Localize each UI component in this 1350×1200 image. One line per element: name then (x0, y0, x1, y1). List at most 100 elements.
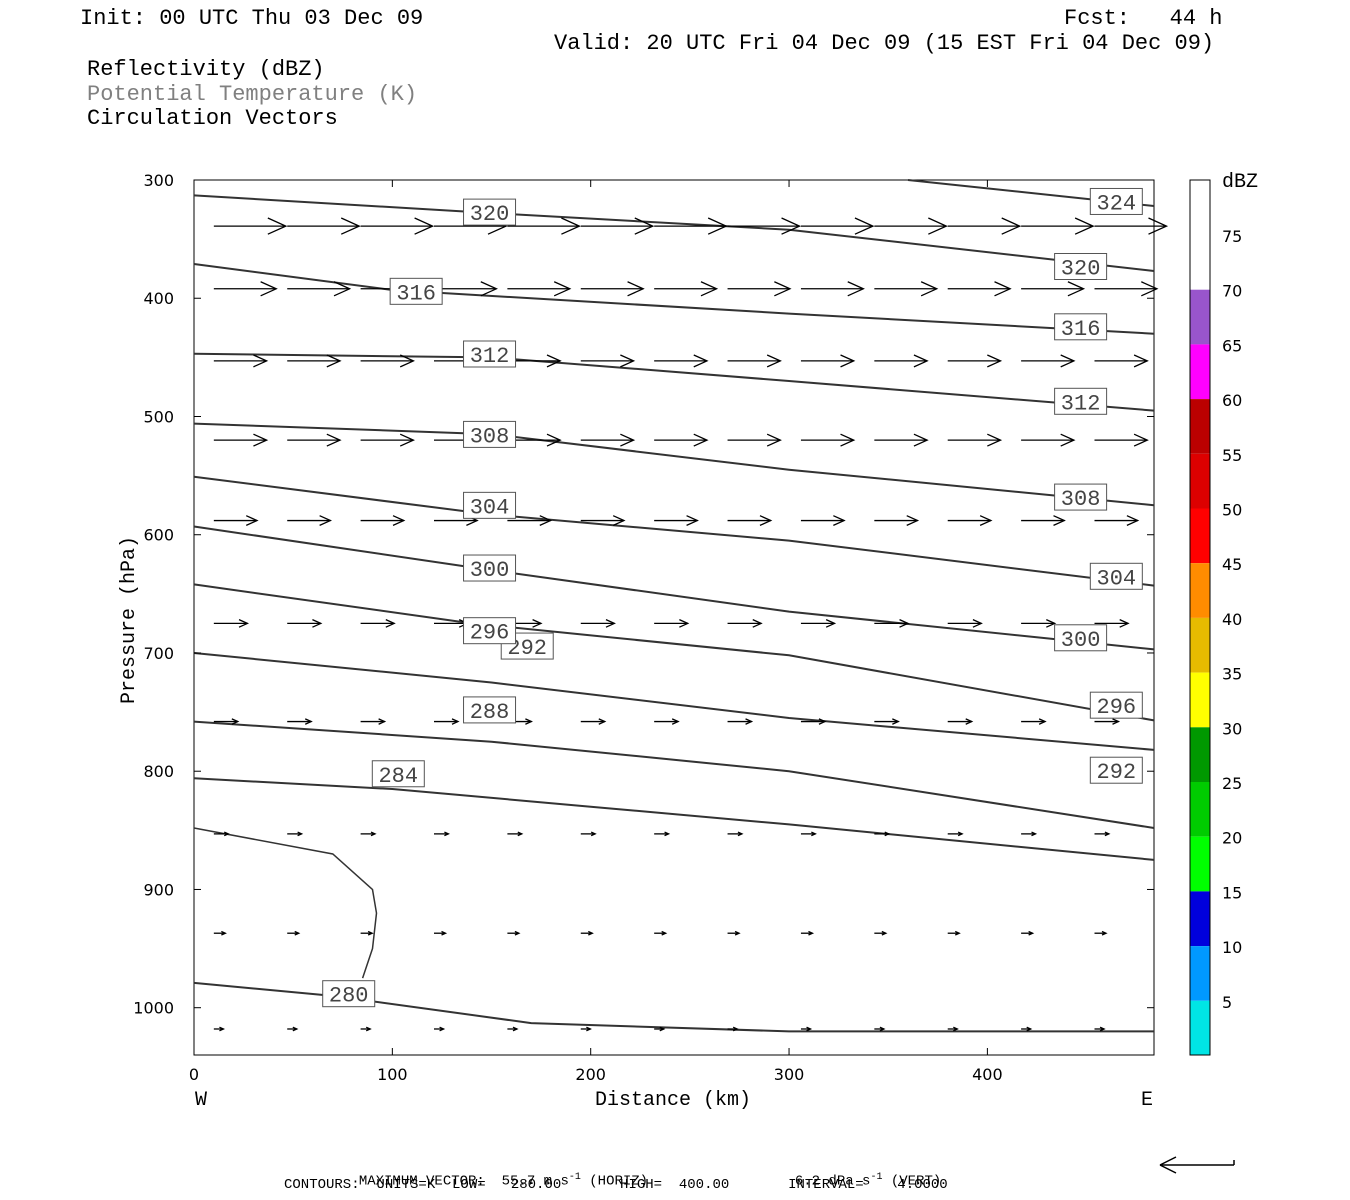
vector-head (892, 718, 900, 725)
max-vector-vert-exp: -1 (870, 1172, 883, 1183)
vector-head (781, 217, 802, 235)
colorbar-level: 25 (1222, 774, 1242, 793)
colorbar-segment (1190, 782, 1210, 837)
vector-head (399, 354, 415, 368)
vector-head (840, 433, 856, 447)
contour-label-308: 308 (1061, 487, 1101, 512)
contour-label-308: 308 (470, 424, 510, 449)
vector-head (1046, 619, 1057, 628)
field-label-reflectivity: Reflectivity (dBZ) (87, 57, 325, 82)
y-tick-label: 700 (143, 644, 174, 663)
vector-head (553, 281, 572, 297)
vector-head (1038, 718, 1047, 725)
vector-head (732, 1026, 739, 1032)
vector-head (1026, 1026, 1033, 1032)
max-vector-horiz: MAXIMUM VECTOR: 55.7 m s (358, 1173, 569, 1190)
vector-head (818, 718, 827, 725)
colorbar-segment (1190, 344, 1210, 400)
contour-label-box (1054, 313, 1108, 341)
contour-label-296: 296 (470, 621, 510, 646)
colorbar-level: 30 (1222, 719, 1242, 738)
contour-label-320: 320 (470, 202, 510, 227)
vector-head (806, 1026, 813, 1032)
colorbar-segment (1190, 727, 1210, 782)
contour-label-284: 284 (378, 764, 418, 789)
x-tick-label: 0 (189, 1065, 199, 1084)
plot-frame (193, 179, 1155, 1056)
vector-head (590, 831, 597, 837)
colorbar-segment (1190, 1000, 1210, 1056)
colorbar-level: 60 (1222, 391, 1242, 410)
theta-contour-312 (193, 352, 1155, 412)
max-vector-horiz-exp: -1 (568, 1172, 581, 1183)
theta-contour-284 (193, 777, 1155, 861)
contour-label-box (322, 980, 376, 1008)
vector-head (686, 515, 699, 526)
contour-label-box (1089, 691, 1143, 719)
colorbar-level: 20 (1222, 829, 1242, 848)
vector-head (546, 354, 562, 368)
vector-head (588, 930, 594, 936)
colorbar-level: 75 (1222, 227, 1242, 246)
vector-head (245, 515, 259, 526)
vector-head (1001, 217, 1022, 235)
colorbar-segment (1190, 399, 1210, 454)
y-tick-label: 800 (143, 762, 174, 781)
colorbar-segment (1190, 563, 1210, 618)
colorbar-segment (1190, 508, 1210, 564)
vector-head (326, 354, 342, 368)
contour-label-312: 312 (1061, 391, 1101, 416)
vector-head (525, 718, 533, 725)
colorbar-level: 55 (1222, 446, 1242, 465)
contour-label-316: 316 (1061, 317, 1101, 342)
vector-head (532, 619, 543, 628)
vector-head (512, 1026, 519, 1032)
vector-head (221, 930, 227, 936)
vector-head (312, 619, 323, 628)
vector-head (899, 619, 910, 628)
contour-label-box (463, 491, 517, 519)
vector-head (972, 619, 983, 628)
contour-label-304: 304 (470, 495, 510, 520)
contour-label-312: 312 (470, 344, 510, 369)
vector-head (561, 217, 581, 235)
contour-label-box (463, 420, 517, 448)
contour-label-296: 296 (1097, 695, 1137, 720)
contour-label-320: 320 (1061, 257, 1101, 282)
vector-head (612, 515, 626, 526)
vector-head (1053, 515, 1066, 526)
contour-label-box (1054, 624, 1108, 652)
vector-head (517, 831, 524, 837)
contour-label-316: 316 (396, 281, 436, 306)
vector-head (444, 831, 450, 837)
colorbar-level: 5 (1222, 993, 1232, 1012)
vector-head (1148, 217, 1169, 235)
theta-contour-296 (193, 583, 1155, 722)
vector-head (1133, 433, 1149, 447)
colorbar-level: 50 (1222, 501, 1242, 520)
contour-label-300: 300 (1061, 628, 1101, 653)
theta-contour-300 (193, 525, 1155, 651)
vector-head (774, 281, 792, 297)
vector-head (451, 718, 460, 725)
vector-head (707, 217, 728, 235)
contour-label-288: 288 (470, 700, 510, 725)
vector-head (671, 718, 680, 725)
vector-head (957, 831, 964, 837)
vector-head (1112, 718, 1121, 725)
vector-head (913, 433, 929, 447)
vector-head (605, 619, 616, 628)
vector-head (414, 217, 435, 235)
theta-contour-320 (193, 194, 1155, 272)
max-vector-note: MAXIMUM VECTOR: 55.7 m s-1 (HORIZ) (342, 1159, 648, 1189)
vector-head (620, 354, 636, 368)
colorbar-level: 15 (1222, 883, 1242, 902)
vector-head (854, 217, 875, 235)
vector-head (954, 930, 961, 936)
vector-head (920, 281, 939, 297)
y-tick-label: 600 (143, 526, 174, 545)
vector-head (1099, 1026, 1106, 1032)
axes: 300 400 500 600 700 800 900 1000 0 100 200 300 400 (133, 171, 1154, 1084)
vector-head (253, 354, 269, 368)
vector-head (370, 831, 377, 837)
